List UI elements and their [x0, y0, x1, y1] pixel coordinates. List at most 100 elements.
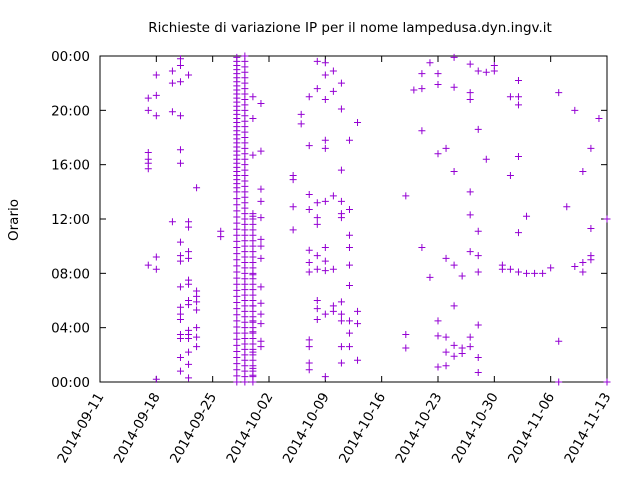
- data-point: [321, 310, 329, 318]
- data-point: [337, 317, 345, 325]
- data-point: [354, 320, 362, 328]
- data-point: [176, 238, 184, 246]
- data-point: [321, 95, 329, 103]
- data-point: [595, 114, 603, 122]
- data-point: [514, 101, 522, 109]
- data-point: [337, 214, 345, 222]
- data-point: [313, 85, 321, 93]
- data-point: [329, 87, 337, 95]
- data-point: [152, 71, 160, 79]
- data-point: [289, 226, 297, 234]
- x-tick-label: 2014-10-16: [336, 390, 389, 466]
- data-point: [345, 261, 353, 269]
- data-point: [474, 321, 482, 329]
- x-tick-label: 2014-10-30: [449, 390, 502, 466]
- data-point: [176, 354, 184, 362]
- data-point: [450, 341, 458, 349]
- data-point: [474, 227, 482, 235]
- x-tick-label: 2014-10-02: [223, 390, 276, 466]
- data-point: [587, 144, 595, 152]
- data-point: [571, 263, 579, 271]
- data-point: [233, 286, 241, 294]
- data-point: [257, 214, 265, 222]
- data-point: [233, 274, 241, 282]
- y-tick-label: 16:00: [51, 158, 90, 174]
- data-point: [305, 258, 313, 266]
- data-point: [313, 297, 321, 304]
- data-point: [305, 246, 313, 254]
- data-point: [345, 282, 353, 290]
- data-point: [337, 105, 345, 113]
- data-point: [345, 343, 353, 351]
- data-point: [450, 53, 458, 61]
- data-point: [168, 108, 176, 116]
- data-point: [233, 329, 241, 337]
- x-tick-label: 2014-09-11: [54, 390, 107, 466]
- data-point: [233, 53, 241, 61]
- data-point: [152, 112, 160, 120]
- data-point: [337, 343, 345, 351]
- data-point: [506, 172, 514, 180]
- data-point: [233, 219, 241, 227]
- data-point: [321, 136, 329, 144]
- data-point: [193, 333, 201, 341]
- data-point: [418, 127, 426, 135]
- data-point: [241, 52, 249, 60]
- data-point: [329, 192, 337, 200]
- data-point: [176, 62, 184, 70]
- data-point: [313, 214, 321, 222]
- data-point: [571, 106, 579, 114]
- data-point: [176, 257, 184, 265]
- data-point: [176, 335, 184, 343]
- data-point: [442, 362, 450, 370]
- data-point: [289, 176, 297, 184]
- data-point: [337, 298, 345, 306]
- data-point: [563, 203, 571, 211]
- data-point: [490, 67, 498, 75]
- data-point: [329, 67, 337, 75]
- data-point: [185, 360, 193, 368]
- data-point: [337, 79, 345, 87]
- data-point: [313, 199, 321, 207]
- x-axis: 2014-09-11 2014-09-18 2014-09-25 2014-10-02…: [54, 56, 614, 466]
- data-point: [434, 332, 442, 340]
- data-point: [233, 244, 241, 252]
- data-point: [555, 378, 563, 386]
- data-point: [289, 203, 297, 211]
- data-point: [313, 220, 321, 228]
- data-point: [168, 218, 176, 226]
- data-point: [418, 244, 426, 252]
- y-axis-label: Orario: [6, 199, 22, 241]
- data-point: [185, 301, 193, 309]
- x-tick-label: 2014-09-18: [111, 390, 164, 466]
- data-point: [466, 188, 474, 196]
- data-point: [233, 280, 241, 288]
- data-point: [233, 207, 241, 215]
- data-point: [176, 367, 184, 375]
- data-point: [176, 303, 184, 311]
- data-point: [450, 167, 458, 175]
- data-point: [506, 93, 514, 101]
- data-point: [402, 330, 410, 338]
- data-point: [514, 229, 522, 237]
- data-point: [345, 231, 353, 239]
- data-point: [345, 205, 353, 213]
- data-point: [313, 265, 321, 273]
- data-point: [402, 344, 410, 352]
- data-point: [297, 110, 305, 118]
- data-point: [587, 225, 595, 233]
- data-point: [329, 307, 337, 315]
- data-point: [185, 348, 193, 356]
- data-point: [233, 292, 241, 300]
- data-point: [305, 366, 313, 374]
- data-point: [434, 70, 442, 78]
- data-point: [466, 248, 474, 256]
- data-point: [354, 356, 362, 364]
- data-point: [345, 329, 353, 337]
- data-point: [257, 147, 265, 155]
- data-point: [176, 146, 184, 154]
- data-point: [152, 91, 160, 99]
- data-point: [523, 212, 531, 220]
- data-point: [305, 268, 313, 276]
